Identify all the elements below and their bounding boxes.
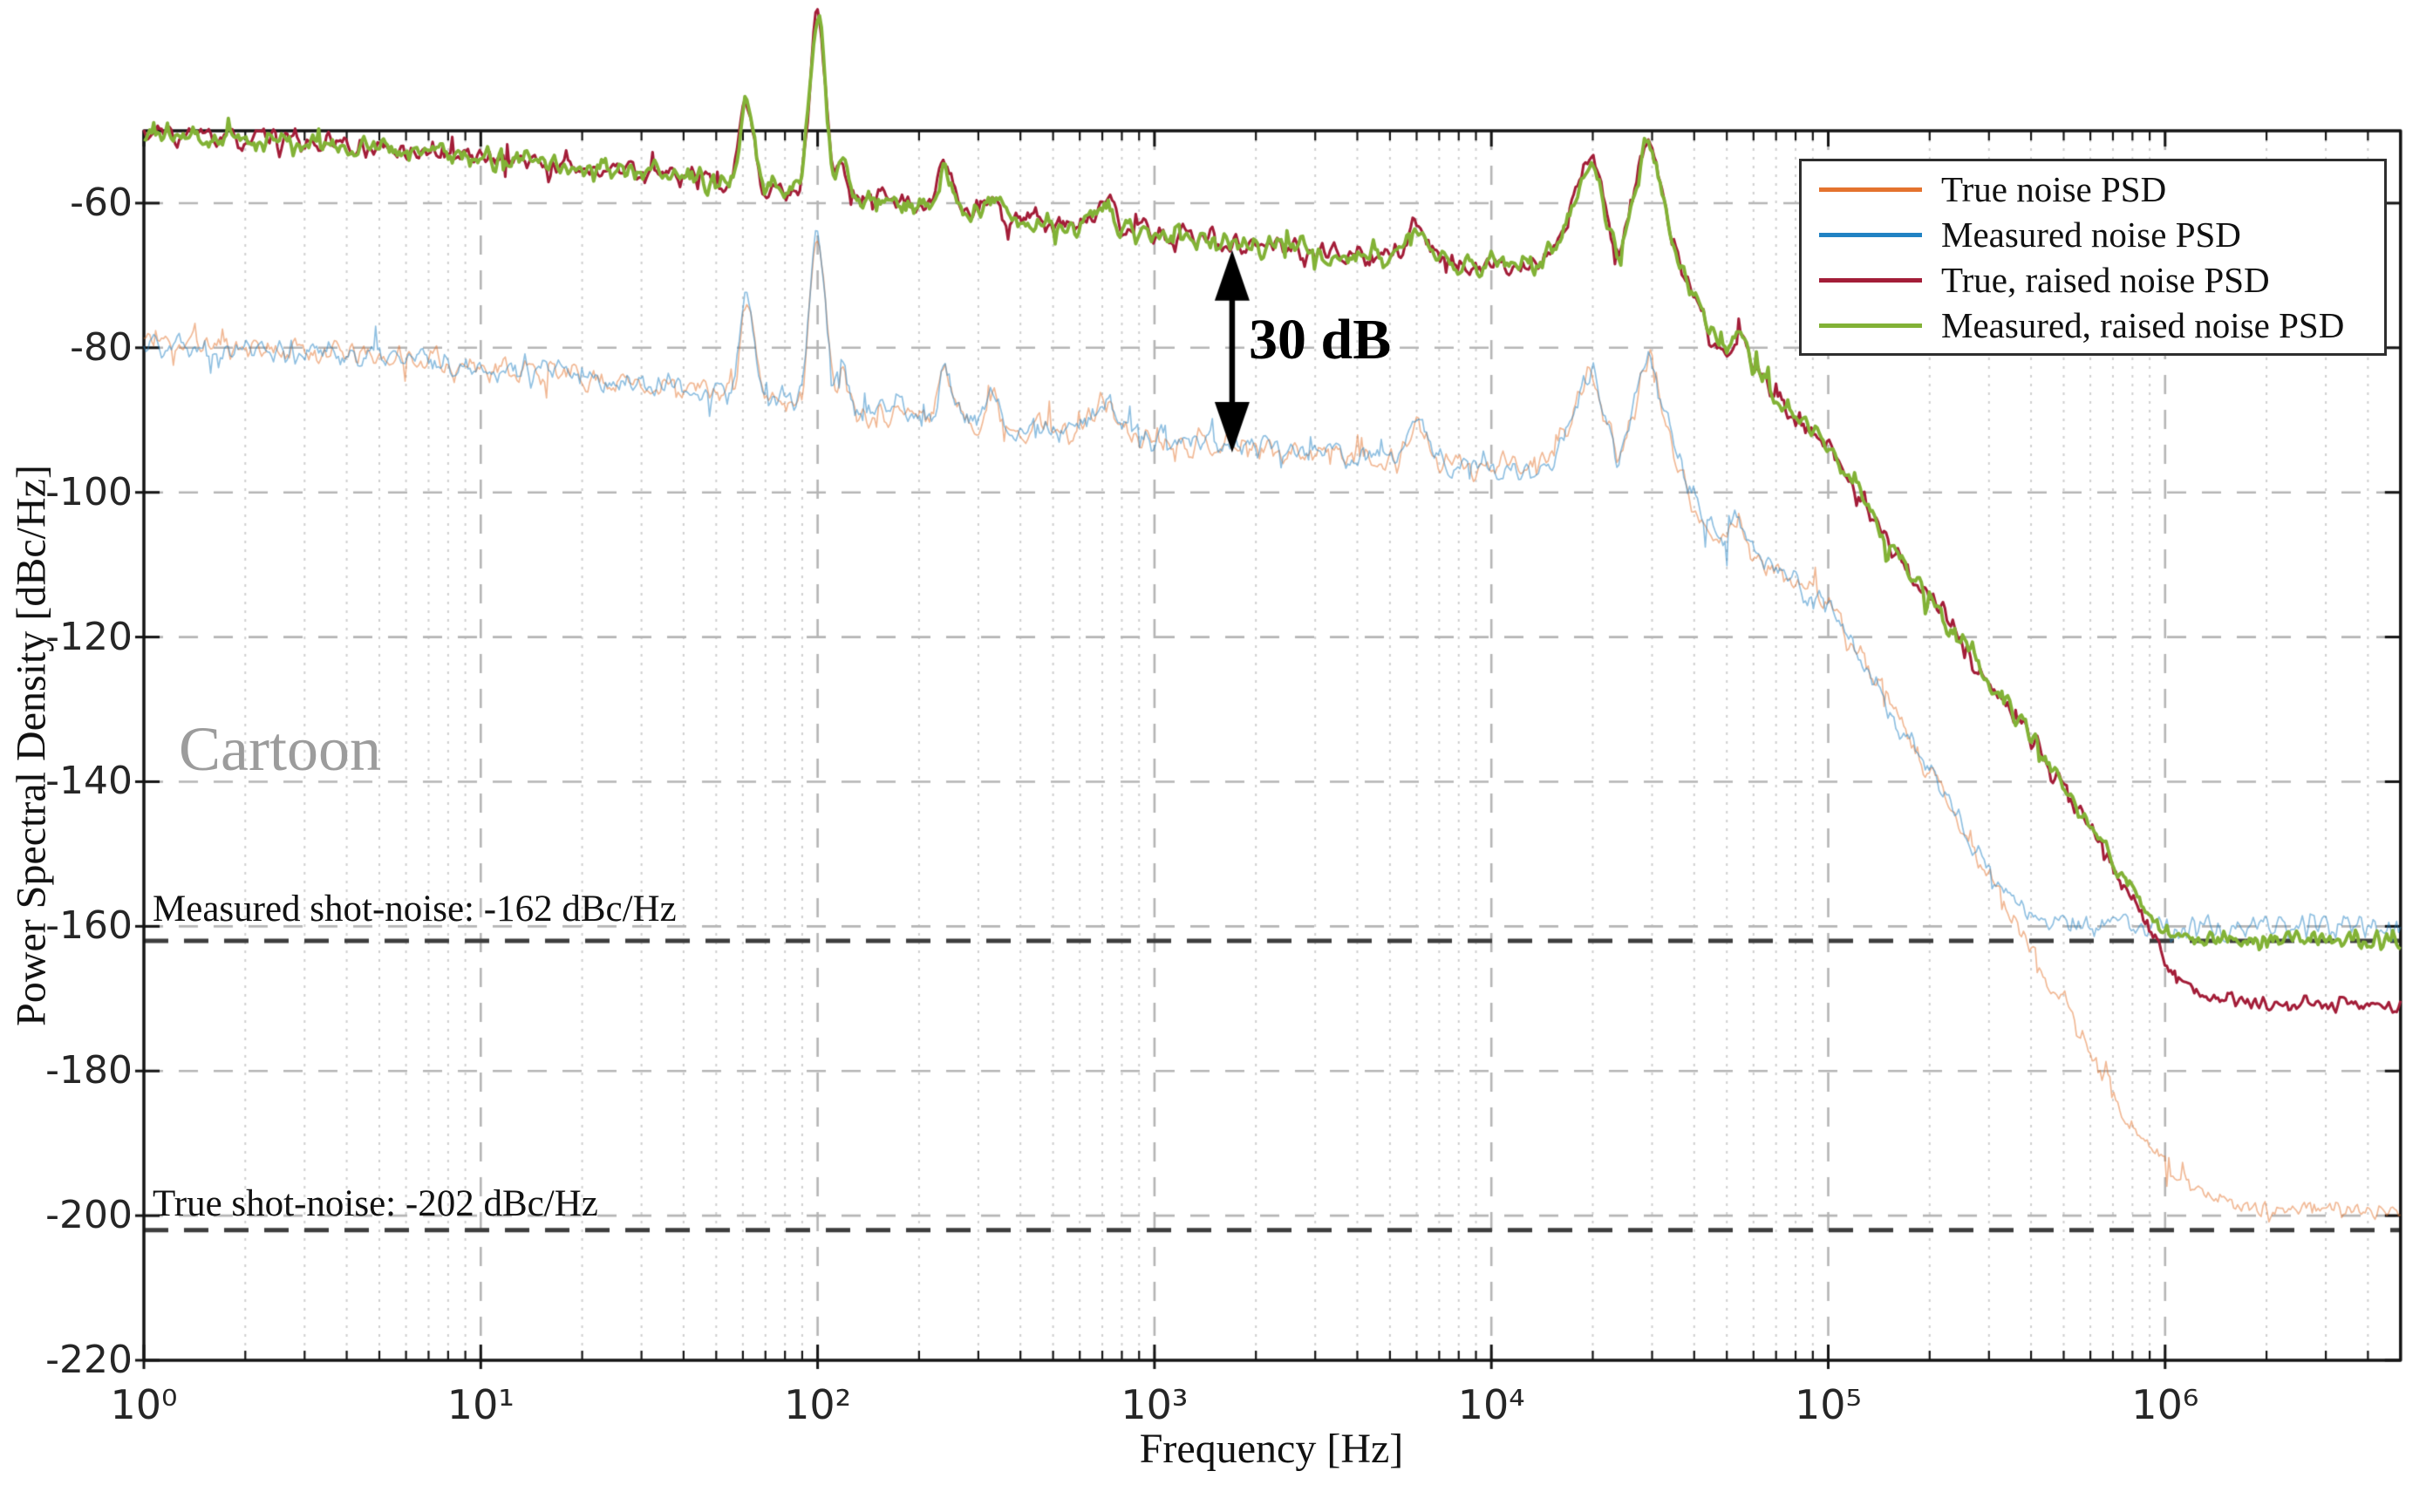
legend-item: True noise PSD <box>1802 167 2384 211</box>
legend-swatch-icon <box>1819 323 1922 328</box>
y-tick-label: -120 <box>45 614 133 659</box>
gap-30db-label: 30 dB <box>1249 308 1392 371</box>
x-tick-label: 10⁵ <box>1795 1381 1862 1428</box>
legend-item: Measured, raised noise PSD <box>1802 303 2384 347</box>
x-tick-label: 10¹ <box>446 1381 515 1428</box>
legend-item-label: True, raised noise PSD <box>1941 260 2270 300</box>
true-shot-noise-annotation: True shot-noise: -202 dBc/Hz <box>153 1183 598 1224</box>
measured-shot-noise-annotation: Measured shot-noise: -162 dBc/Hz <box>153 889 677 930</box>
legend: True noise PSD Measured noise PSD True, ra… <box>1799 159 2387 356</box>
x-tick-label: 10⁰ <box>110 1381 178 1428</box>
y-tick-label: -100 <box>45 469 133 514</box>
y-tick-label: -80 <box>70 324 133 370</box>
x-tick-label: 10⁶ <box>2131 1381 2199 1428</box>
legend-item-label: Measured, raised noise PSD <box>1941 305 2345 345</box>
y-tick-label: -60 <box>70 180 133 225</box>
y-tick-label: -140 <box>45 759 133 804</box>
x-axis-label: Frequency [Hz] <box>1139 1426 1404 1472</box>
legend-swatch-icon <box>1819 277 1922 283</box>
legend-item: True, raised noise PSD <box>1802 258 2384 302</box>
legend-swatch-icon <box>1819 232 1922 237</box>
legend-item-label: True noise PSD <box>1941 169 2167 209</box>
legend-swatch-icon <box>1819 187 1922 192</box>
x-tick-label: 10³ <box>1121 1381 1189 1428</box>
legend-item-label: Measured noise PSD <box>1941 215 2241 255</box>
y-tick-label: -220 <box>45 1337 133 1382</box>
x-tick-label: 10² <box>784 1381 852 1428</box>
x-tick-label: 10⁴ <box>1457 1381 1525 1428</box>
cartoon-watermark: Cartoon <box>179 714 381 784</box>
y-tick-label: -180 <box>45 1048 133 1093</box>
y-tick-label: -160 <box>45 903 133 949</box>
legend-item: Measured noise PSD <box>1802 213 2384 256</box>
y-tick-label: -200 <box>45 1193 133 1238</box>
